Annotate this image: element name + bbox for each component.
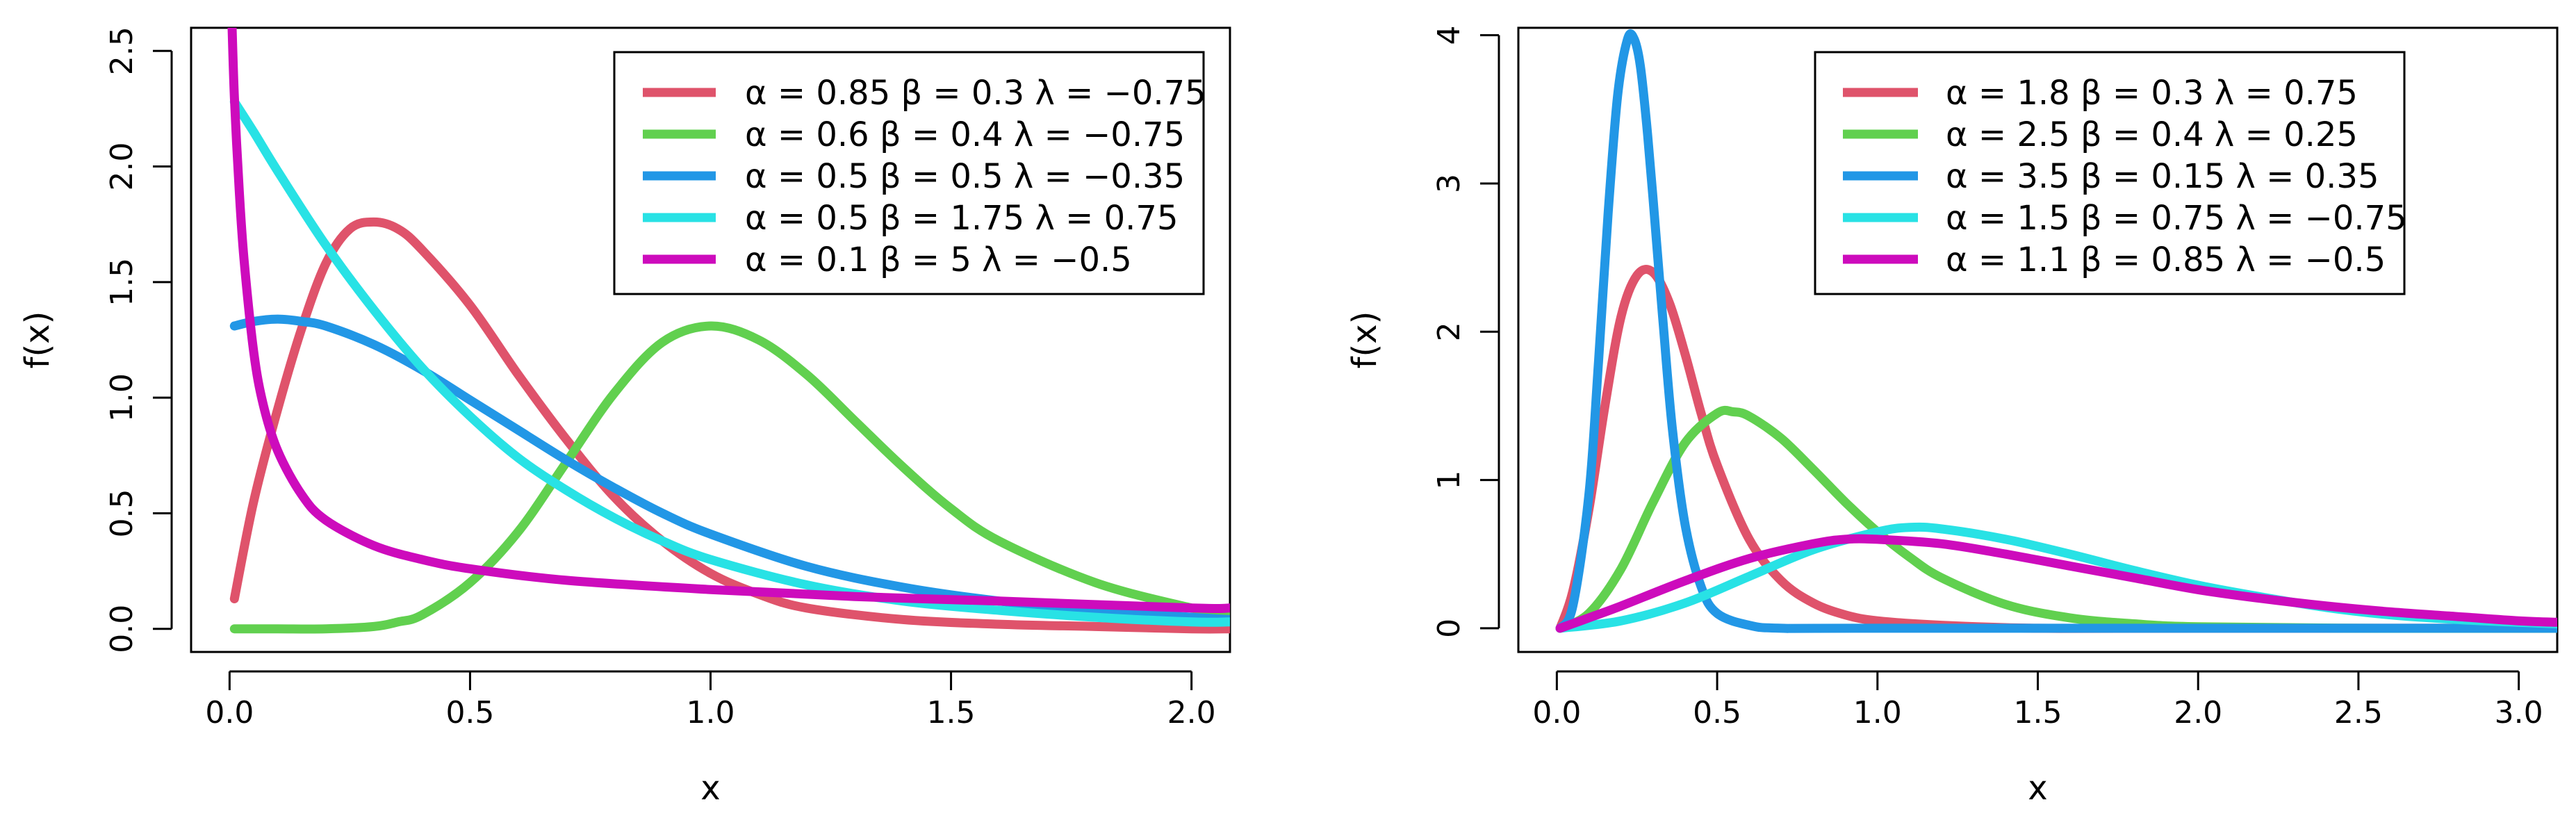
y-axis: 0.0 0.5 1.0 1.5 2.0 2.5	[104, 26, 173, 653]
y-tick-label: 4	[1431, 26, 1467, 45]
legend-item: α = 0.5 β = 0.5 λ = −0.35	[643, 157, 1185, 196]
x-tick-label: 0.0	[205, 695, 254, 731]
x-axis: 0.0 0.5 1.0 1.5 2.0	[205, 670, 1216, 731]
legend-item: α = 2.5 β = 0.4 λ = 0.25	[1843, 115, 2358, 154]
x-tick-label: 0.5	[1693, 695, 1741, 731]
y-tick-label: 2.0	[104, 142, 140, 191]
plot-frame	[1517, 26, 2559, 653]
y-tick-label: 1.0	[104, 373, 140, 422]
legend-label: α = 1.5 β = 0.75 λ = −0.75	[1946, 199, 2407, 238]
series-line-5	[227, 28, 1230, 614]
chart-panel-1: 0.0 0.5 1.0 1.5 2.0 x 0.0 0.5 1.0 1.5 2.0 2.5 f(x) α …	[18, 26, 1231, 808]
x-tick-label: 1.0	[687, 695, 735, 731]
x-tick-label: 2.0	[2174, 695, 2222, 731]
legend-label: α = 1.8 β = 0.3 λ = 0.75	[1946, 74, 2358, 113]
legend-label: α = 0.6 β = 0.4 λ = −0.75	[745, 115, 1185, 154]
series-line-4	[229, 97, 1230, 627]
x-tick-label: 2.0	[1167, 695, 1216, 731]
plot-frame	[190, 26, 1231, 653]
y-tick-label: 0	[1431, 619, 1467, 638]
series-group	[1555, 29, 2557, 633]
x-tick-label: 3.0	[2495, 695, 2543, 731]
x-tick-label: 1.5	[2014, 695, 2062, 731]
x-axis-label: x	[700, 769, 720, 808]
legend-item: α = 0.1 β = 5 λ = −0.5	[643, 240, 1132, 279]
series-group	[227, 28, 1230, 634]
y-tick-label: 3	[1431, 174, 1467, 193]
legend-label: α = 0.1 β = 5 λ = −0.5	[745, 240, 1132, 279]
x-tick-label: 2.5	[2334, 695, 2383, 731]
legend-item: α = 0.6 β = 0.4 λ = −0.75	[643, 115, 1185, 154]
legend-label: α = 2.5 β = 0.4 λ = 0.25	[1946, 115, 2358, 154]
y-tick-label: 2	[1431, 322, 1467, 341]
legend-item: α = 1.8 β = 0.3 λ = 0.75	[1843, 74, 2358, 113]
legend: α = 1.8 β = 0.3 λ = 0.75α = 2.5 β = 0.4 …	[1814, 51, 2407, 295]
legend-item: α = 1.1 β = 0.85 λ = −0.5	[1843, 240, 2386, 279]
x-tick-label: 0.5	[445, 695, 494, 731]
y-tick-label: 1.5	[104, 258, 140, 307]
series-line-5	[1555, 534, 2557, 633]
y-axis: 0 1 2 3 4	[1431, 26, 1500, 638]
y-tick-label: 2.5	[104, 26, 140, 75]
y-tick-label: 0.0	[104, 605, 140, 653]
y-axis-label: f(x)	[18, 311, 57, 369]
series-line-3	[1555, 29, 2557, 633]
x-axis-label: x	[2028, 769, 2047, 808]
y-tick-label: 1	[1431, 471, 1467, 490]
x-tick-label: 1.5	[927, 695, 976, 731]
legend-label: α = 3.5 β = 0.15 λ = 0.35	[1946, 157, 2379, 196]
legend-item: α = 1.5 β = 0.75 λ = −0.75	[1843, 199, 2407, 238]
series-line-2	[229, 321, 1230, 634]
x-axis: 0.0 0.5 1.0 1.5 2.0 2.5 3.0	[1532, 670, 2543, 731]
legend-label: α = 0.85 β = 0.3 λ = −0.75	[745, 74, 1206, 113]
legend-item: α = 3.5 β = 0.15 λ = 0.35	[1843, 157, 2379, 196]
y-axis-label: f(x)	[1345, 311, 1384, 369]
legend: α = 0.85 β = 0.3 λ = −0.75α = 0.6 β = 0.…	[613, 51, 1206, 295]
legend-label: α = 0.5 β = 1.75 λ = 0.75	[745, 199, 1178, 238]
x-tick-label: 1.0	[1853, 695, 1902, 731]
x-tick-label: 0.0	[1532, 695, 1581, 731]
legend-label: α = 0.5 β = 0.5 λ = −0.35	[745, 157, 1185, 196]
legend-label: α = 1.1 β = 0.85 λ = −0.5	[1946, 240, 2386, 279]
legend-item: α = 0.5 β = 1.75 λ = 0.75	[643, 199, 1178, 238]
legend-item: α = 0.85 β = 0.3 λ = −0.75	[643, 74, 1206, 113]
series-line-1	[229, 217, 1230, 634]
y-tick-label: 0.5	[104, 489, 140, 537]
chart-panel-2: 0.0 0.5 1.0 1.5 2.0 2.5 3.0 x 0 1 2 3 4 f(x) α = 1.8 β…	[1345, 26, 2559, 808]
